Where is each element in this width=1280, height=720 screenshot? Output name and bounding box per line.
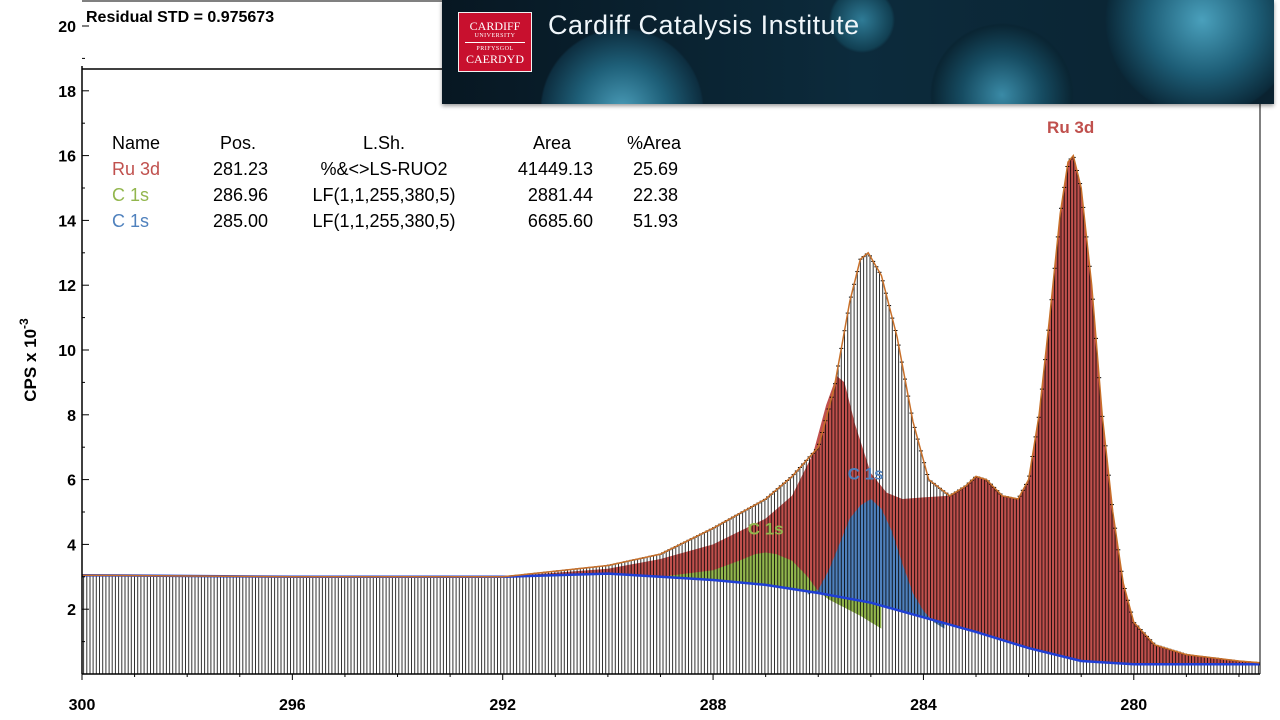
x-tick-label: 288	[700, 697, 727, 714]
table-cell: C 1s	[112, 185, 149, 205]
y-tick-label: 20	[58, 19, 76, 36]
y-tick-label: 12	[58, 278, 76, 295]
table-cell: 25.69	[633, 159, 678, 179]
background-line	[81, 572, 1260, 666]
y-tick-label: 8	[67, 408, 76, 425]
peak-label: C 1s	[748, 520, 784, 539]
y-tick-label: 2	[67, 602, 76, 619]
residual-std-text: Residual STD = 0.975673	[86, 9, 274, 26]
x-tick-label: 280	[1120, 697, 1147, 714]
x-tick-label: 292	[489, 697, 516, 714]
table-cell: 286.96	[213, 185, 268, 205]
y-axis-label-main: CPS x 10	[21, 329, 40, 402]
institute-banner: CARDIFF UNIVERSITY PRIFYSGOL CAERDYD Car…	[442, 0, 1274, 104]
table-cell: 2881.44	[528, 185, 593, 205]
table-cell: 41449.13	[518, 159, 593, 179]
table-cell: C 1s	[112, 211, 149, 231]
envelope-line	[81, 153, 1261, 664]
peak-label: Ru 3d	[1047, 118, 1094, 137]
logo-line-2: UNIVERSITY	[474, 32, 516, 39]
ticks-layer: 300 296 292 288 284 280 2 4 6 8 10 12 14 16 18 20	[58, 19, 1240, 714]
peak-label: C 1s	[848, 465, 884, 484]
y-tick-label: 16	[58, 149, 76, 166]
y-tick-label: 6	[67, 473, 76, 490]
y-tick-label: 4	[67, 537, 76, 554]
banner-title: Cardiff Catalysis Institute	[548, 10, 860, 40]
logo-line-4: CAERDYD	[465, 51, 524, 66]
y-axis-label: CPS x 10-3	[17, 318, 40, 402]
table-cell: 281.23	[213, 159, 268, 179]
x-tick-label: 296	[279, 697, 306, 714]
x-tick-label: 300	[69, 697, 96, 714]
table-header: Name	[112, 133, 160, 153]
y-tick-label: 18	[58, 84, 76, 101]
table-cell: Ru 3d	[112, 159, 160, 179]
logo-divider	[465, 41, 525, 43]
y-axis-label-exponent: -3	[17, 318, 31, 329]
logo-line-3: PRIFYSGOL	[476, 45, 514, 52]
y-tick-label: 14	[58, 213, 76, 230]
data-points	[81, 156, 1261, 674]
table-header: Area	[533, 133, 572, 153]
table-header: Pos.	[220, 133, 256, 153]
table-header: L.Sh.	[363, 133, 405, 153]
table-cell: 22.38	[633, 185, 678, 205]
table-cell: 6685.60	[528, 211, 593, 231]
table-cell: LF(1,1,255,380,5)	[312, 211, 455, 231]
y-tick-label: 10	[58, 343, 76, 360]
table-cell: LF(1,1,255,380,5)	[312, 185, 455, 205]
table-cell: 285.00	[213, 211, 268, 231]
cardiff-university-logo: CARDIFF UNIVERSITY PRIFYSGOL CAERDYD	[458, 12, 532, 72]
logo-line-1: CARDIFF	[469, 18, 521, 33]
table-header: %Area	[627, 133, 682, 153]
x-tick-label: 284	[910, 697, 937, 714]
table-cell: 51.93	[633, 211, 678, 231]
table-cell: %&<>LS-RUO2	[320, 159, 447, 179]
labels-layer: Ru 3d C 1s C 1s	[748, 118, 1095, 539]
plot-layer	[81, 153, 1261, 674]
peak-table: Name Pos. L.Sh. Area %Area Ru 3d 281.23 %&<>LS-…	[112, 133, 682, 231]
peak-area-2	[660, 552, 882, 629]
